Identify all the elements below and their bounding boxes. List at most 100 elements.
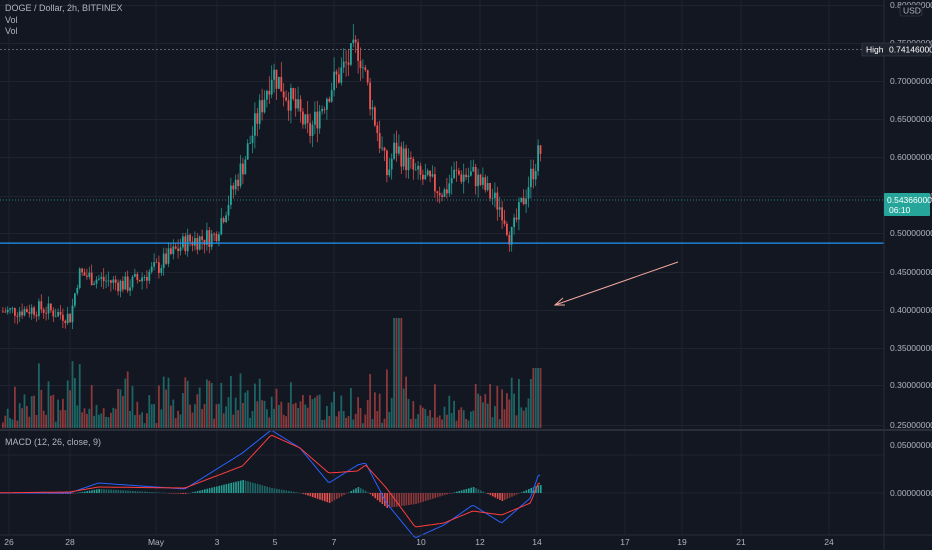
macd-histogram-bar: [441, 493, 444, 496]
candle-body: [122, 280, 124, 290]
candle-body: [258, 100, 261, 124]
symbol-title[interactable]: DOGE / Dollar, 2h, BITFINEX: [5, 3, 123, 13]
candle-body: [338, 74, 340, 83]
candle-body: [527, 187, 530, 199]
volume-bar: [208, 380, 211, 428]
currency-badge-label[interactable]: USD: [903, 6, 921, 16]
macd-histogram-bar: [492, 493, 494, 497]
macd-histogram-bar: [146, 491, 148, 493]
candle-body: [530, 168, 532, 188]
volume-bar: [184, 377, 187, 428]
volume-bar: [227, 397, 230, 428]
volume-bar: [172, 399, 175, 428]
macd-histogram-bar: [518, 493, 520, 494]
volume-bar: [28, 416, 31, 428]
volume-bar: [230, 376, 232, 428]
volume-bar: [393, 318, 395, 428]
candle-body: [441, 195, 443, 197]
candle-body: [203, 239, 206, 245]
arrow-annotation[interactable]: [553, 261, 679, 306]
candle-body: [345, 61, 347, 63]
macd-histogram-bar: [165, 492, 168, 494]
macd-histogram-bar: [160, 492, 163, 494]
vol-legend-2[interactable]: Vol: [5, 26, 18, 36]
vol-legend-1[interactable]: Vol: [5, 14, 18, 25]
candle-body: [54, 316, 57, 318]
candle-body: [179, 247, 182, 252]
volume-bar: [196, 394, 199, 428]
macd-histogram-bar: [343, 493, 345, 495]
macd-histogram-bar: [230, 482, 232, 493]
candle-body: [26, 309, 28, 313]
macd-histogram-bar: [79, 492, 81, 493]
volume-bar: [141, 412, 143, 428]
time-tick-label: May: [148, 537, 165, 547]
candle-body: [333, 71, 335, 91]
currency-badge[interactable]: [899, 4, 923, 17]
macd-histogram-bar: [96, 489, 98, 493]
candle-body: [237, 179, 239, 187]
candle-body: [470, 171, 472, 176]
volume-bar: [460, 407, 463, 428]
candle-body: [16, 315, 19, 317]
macd-histogram-bar: [465, 489, 468, 493]
volume-bar: [470, 411, 472, 428]
volume-bar: [314, 397, 316, 428]
volume-bar: [47, 381, 50, 428]
volume-bar: [431, 417, 434, 428]
volume-bar: [434, 384, 436, 428]
macd-histogram-bar: [472, 487, 475, 493]
candle-body: [201, 236, 203, 240]
macd-title[interactable]: MACD (12, 26, close, 9): [5, 437, 102, 447]
volume-bar: [467, 420, 470, 428]
macd-histogram-bar: [115, 489, 117, 493]
volume-bar: [378, 393, 381, 428]
volume-bar: [78, 364, 81, 428]
candle-body: [321, 108, 323, 112]
macd-histogram-bar: [88, 490, 91, 493]
candle-body: [28, 312, 31, 314]
time-scale[interactable]: 26 28 May 3 5 7 10 12 14 17 19 21 24: [4, 537, 834, 547]
volume-bar: [362, 423, 364, 428]
macd-histogram-bar: [240, 480, 242, 493]
candle-body: [446, 189, 448, 194]
volume-bar: [251, 411, 254, 428]
volume-bar: [369, 374, 371, 428]
volume-bar: [50, 395, 52, 428]
candle-body: [484, 177, 487, 190]
grid: [0, 0, 884, 535]
volume-bar: [462, 410, 465, 428]
macd-histogram-bar: [201, 489, 204, 493]
volume-bar: [400, 318, 403, 428]
macd-histogram-bar: [405, 493, 408, 506]
macd-histogram-bar: [273, 488, 276, 493]
candle-body: [383, 147, 386, 151]
macd-histogram-bar: [393, 493, 396, 507]
volume-bar: [33, 395, 35, 428]
macd-histogram-bar: [127, 490, 129, 493]
volume-bar: [98, 414, 100, 428]
candle-body: [270, 79, 273, 95]
macd-histogram-bar: [196, 491, 199, 493]
macd-histogram-bar: [319, 493, 321, 500]
volume-bar: [321, 419, 323, 428]
volume-bar: [465, 418, 467, 428]
macd-histogram-bar: [292, 491, 295, 493]
macd-scale[interactable]: 0.00000000 0.05000000: [890, 440, 932, 498]
candle-body: [489, 183, 491, 199]
candle-body: [402, 148, 405, 167]
macd-histogram-bar: [297, 492, 300, 494]
candle-body: [525, 198, 527, 205]
volume-bar: [453, 400, 455, 428]
candle-body: [362, 67, 364, 69]
volume-bar: [383, 418, 386, 428]
candle-body: [292, 87, 295, 99]
candle-body: [465, 174, 467, 178]
candle-body: [18, 311, 21, 317]
volume-bar: [374, 392, 376, 428]
macd-histogram-bar: [163, 492, 165, 494]
volume-bar: [448, 395, 451, 428]
volume-bar: [376, 411, 379, 428]
candle-body: [170, 248, 172, 255]
